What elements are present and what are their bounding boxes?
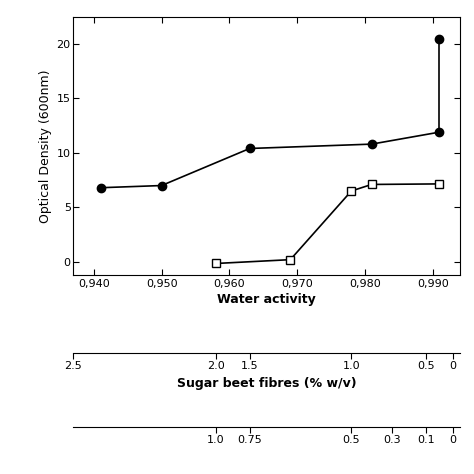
- X-axis label: Water activity: Water activity: [217, 293, 316, 306]
- Y-axis label: Optical Density (600nm): Optical Density (600nm): [39, 69, 53, 222]
- X-axis label: Sugar beet fibres (% w/v): Sugar beet fibres (% w/v): [177, 377, 356, 390]
